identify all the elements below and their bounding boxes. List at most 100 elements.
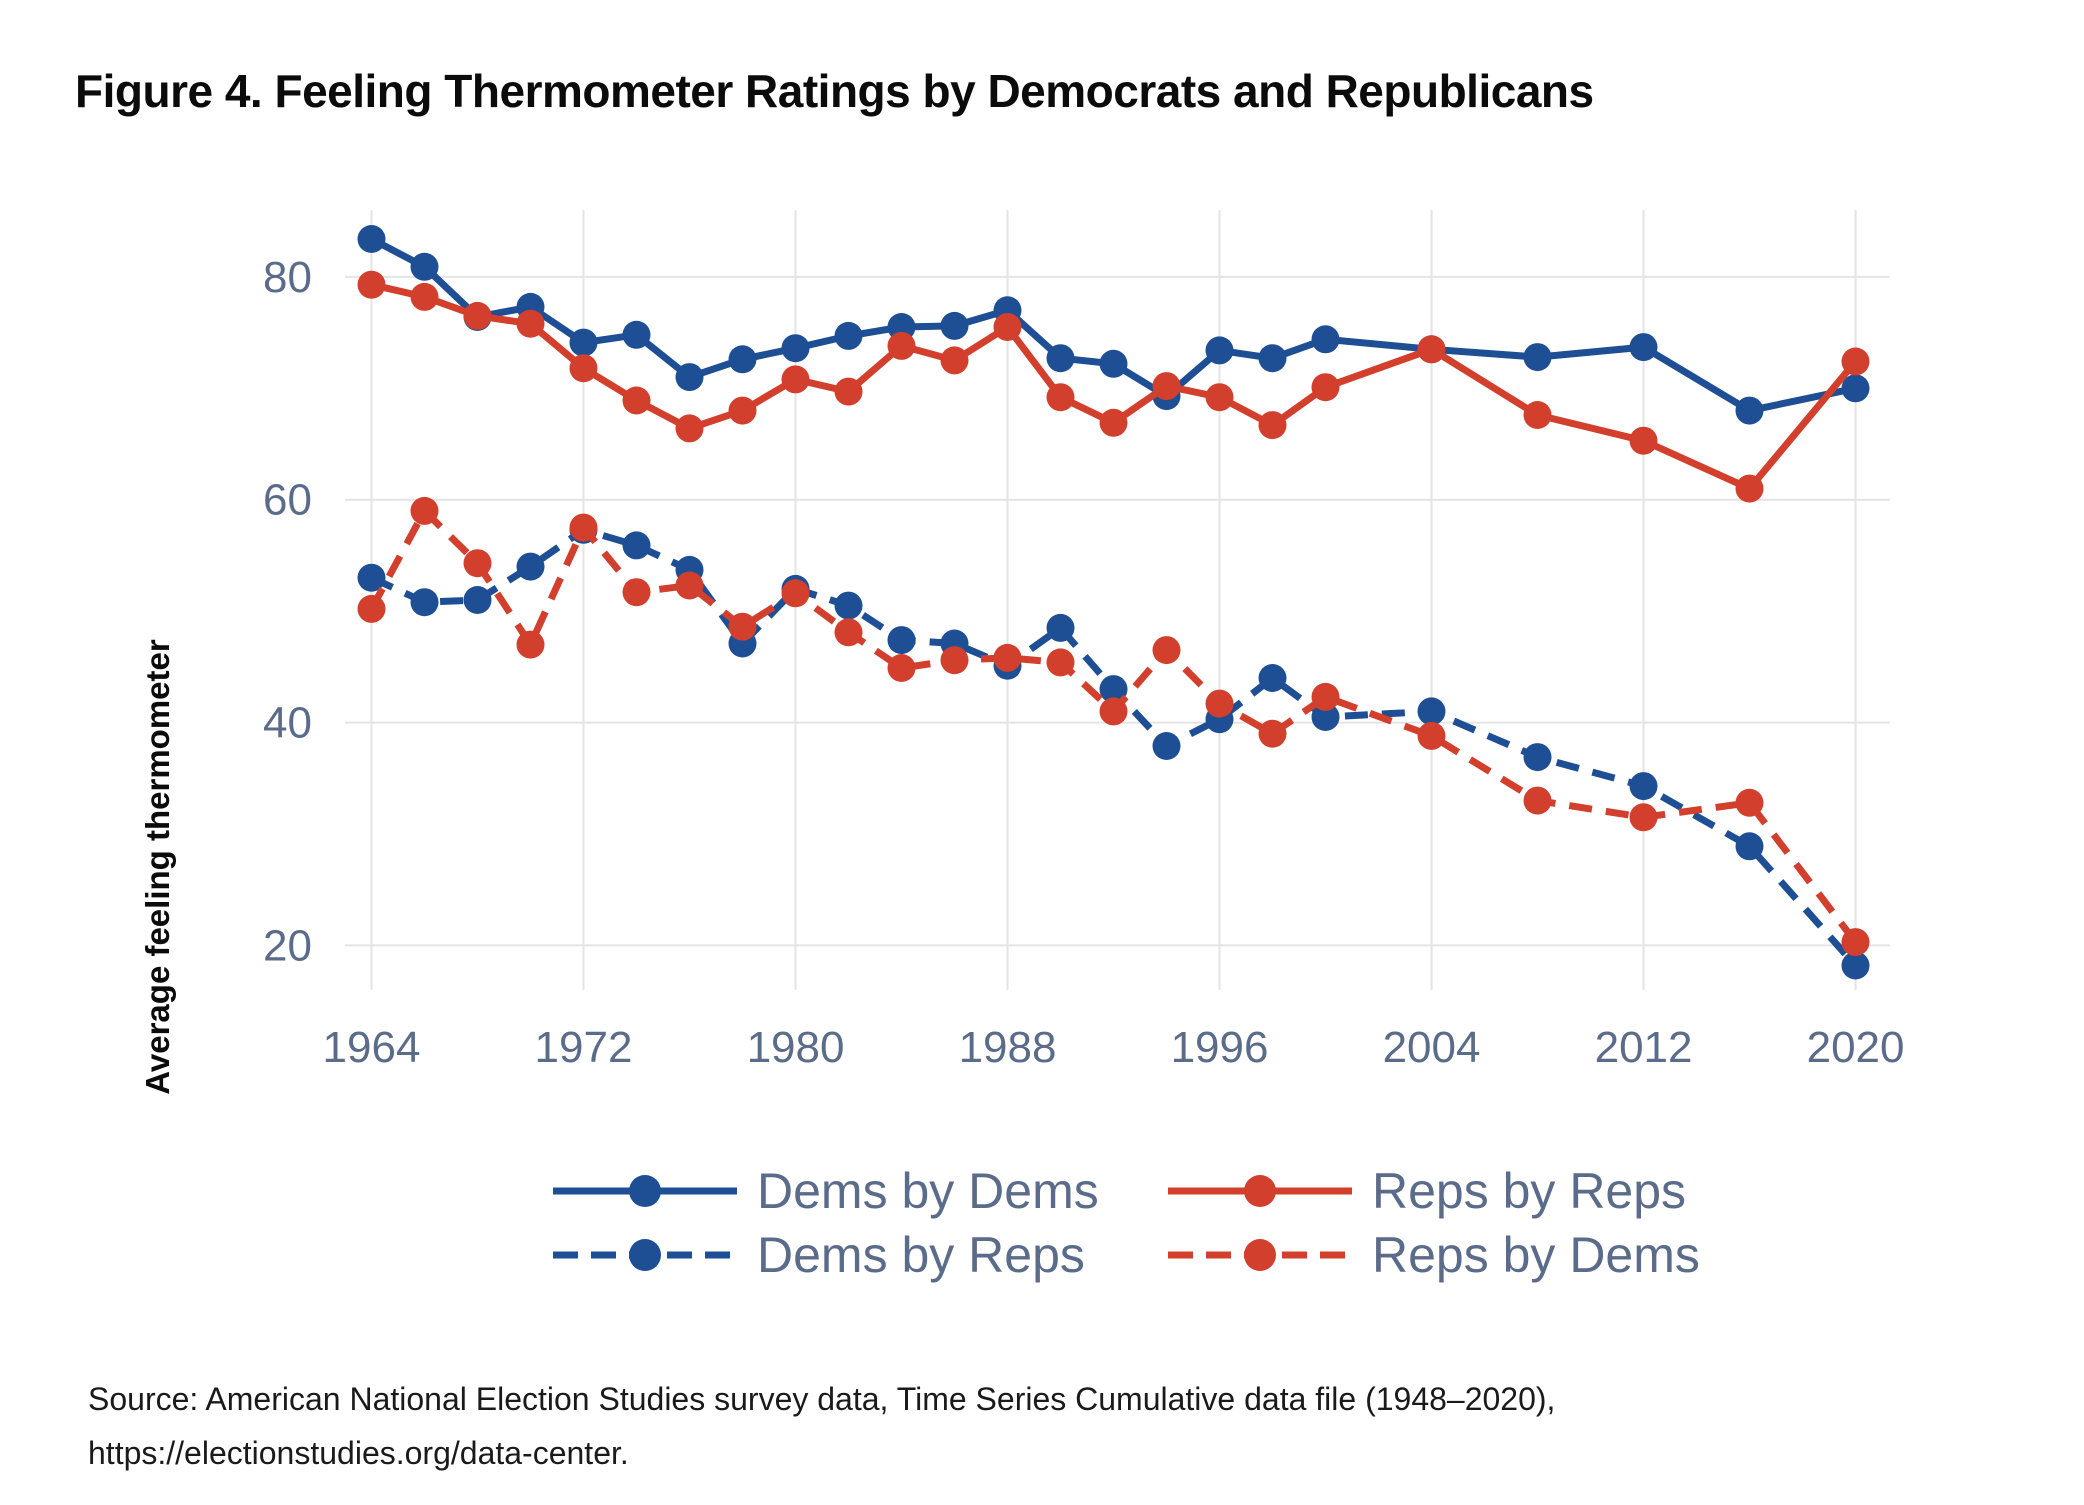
data-point	[622, 386, 651, 415]
data-point	[1152, 732, 1181, 760]
data-point	[1099, 349, 1128, 378]
data-point	[1841, 374, 1870, 403]
x-tick-label: 1972	[535, 1023, 633, 1072]
data-point	[993, 643, 1022, 672]
data-point	[1099, 408, 1128, 437]
x-tick-label: 2004	[1383, 1023, 1481, 1072]
data-point	[463, 549, 492, 578]
source-line-2: https://electionstudies.org/data-center.	[88, 1435, 629, 1471]
x-tick-label: 1996	[1171, 1023, 1269, 1072]
data-point	[675, 571, 704, 600]
data-point	[1099, 697, 1128, 726]
data-point	[1735, 396, 1764, 425]
data-point	[728, 396, 757, 425]
data-point	[1417, 335, 1446, 364]
data-point	[1841, 928, 1870, 957]
data-point	[781, 365, 810, 394]
data-point	[1152, 372, 1181, 401]
y-tick-label: 80	[263, 253, 312, 302]
data-point	[516, 552, 545, 581]
legend-swatch	[553, 1239, 737, 1271]
legend-label: Reps by Reps	[1372, 1163, 1687, 1219]
legend-item-reps-by-dems: Reps by Dems	[1168, 1223, 1700, 1287]
data-point	[940, 311, 969, 340]
data-point	[1523, 786, 1552, 815]
data-point	[940, 646, 969, 675]
data-point	[569, 513, 598, 542]
legend-swatch	[1168, 1239, 1352, 1271]
legend-swatch	[1168, 1175, 1352, 1207]
x-tick-label: 2012	[1595, 1023, 1693, 1072]
data-point	[781, 579, 810, 608]
data-point	[1735, 788, 1764, 817]
legend-label: Dems by Dems	[757, 1163, 1099, 1219]
data-point	[1311, 703, 1340, 731]
data-point	[1841, 347, 1870, 376]
data-point	[834, 618, 863, 647]
series-line-reps-by-dems	[368, 505, 1859, 945]
data-point	[1841, 951, 1870, 980]
x-tick-label: 2020	[1807, 1023, 1905, 1072]
data-point	[463, 301, 492, 330]
series-line-dems-by-reps	[370, 525, 1859, 968]
data-point	[728, 612, 757, 641]
data-point	[887, 331, 916, 360]
data-point	[1258, 344, 1287, 373]
data-point	[1205, 336, 1234, 365]
data-point	[622, 531, 651, 560]
data-point	[1523, 343, 1552, 372]
data-point	[1629, 333, 1658, 362]
data-point	[1258, 664, 1287, 692]
data-point	[834, 377, 863, 406]
data-point	[1523, 743, 1552, 772]
data-point	[622, 578, 651, 607]
data-point	[357, 563, 386, 592]
y-tick-label: 40	[263, 699, 312, 748]
data-point	[1417, 721, 1446, 750]
data-point	[1629, 803, 1658, 832]
legend-label: Reps by Dems	[1372, 1227, 1700, 1283]
data-point	[1152, 636, 1181, 665]
x-tick-label: 1988	[959, 1023, 1057, 1072]
data-point	[834, 321, 863, 350]
data-point	[569, 354, 598, 383]
legend-swatch	[553, 1175, 737, 1207]
data-point	[1311, 373, 1340, 402]
y-tick-label: 20	[263, 921, 312, 970]
data-point	[1311, 325, 1340, 354]
data-point	[357, 594, 386, 623]
data-point	[410, 588, 439, 617]
legend-item-dems-by-dems: Dems by Dems	[553, 1159, 1099, 1223]
data-point	[1046, 648, 1075, 677]
data-point	[940, 346, 969, 375]
legend-item-reps-by-reps: Reps by Reps	[1168, 1159, 1686, 1223]
data-point	[569, 328, 598, 357]
source-note: Source: American National Election Studi…	[88, 1372, 1555, 1480]
data-point	[781, 334, 810, 363]
data-point	[357, 225, 386, 253]
data-point	[1205, 689, 1234, 718]
data-point	[410, 282, 439, 311]
data-point	[516, 630, 545, 659]
legend-label: Dems by Reps	[757, 1227, 1085, 1283]
data-point	[357, 270, 386, 299]
data-point	[728, 345, 757, 374]
data-point	[1046, 383, 1075, 412]
data-point	[1417, 697, 1446, 726]
data-point	[675, 414, 704, 443]
data-point	[887, 626, 916, 655]
source-line-1: Source: American National Election Studi…	[88, 1381, 1556, 1417]
data-point	[1099, 675, 1128, 704]
data-point	[516, 309, 545, 338]
data-point	[834, 591, 863, 620]
y-axis-label: Average feeling thermometer	[139, 639, 176, 1095]
data-point	[1629, 772, 1658, 801]
data-point	[675, 363, 704, 392]
x-tick-label: 1964	[323, 1023, 421, 1072]
data-point	[1258, 411, 1287, 440]
data-point	[887, 654, 916, 682]
data-point	[1205, 383, 1234, 412]
legend-item-dems-by-reps: Dems by Reps	[553, 1223, 1085, 1287]
